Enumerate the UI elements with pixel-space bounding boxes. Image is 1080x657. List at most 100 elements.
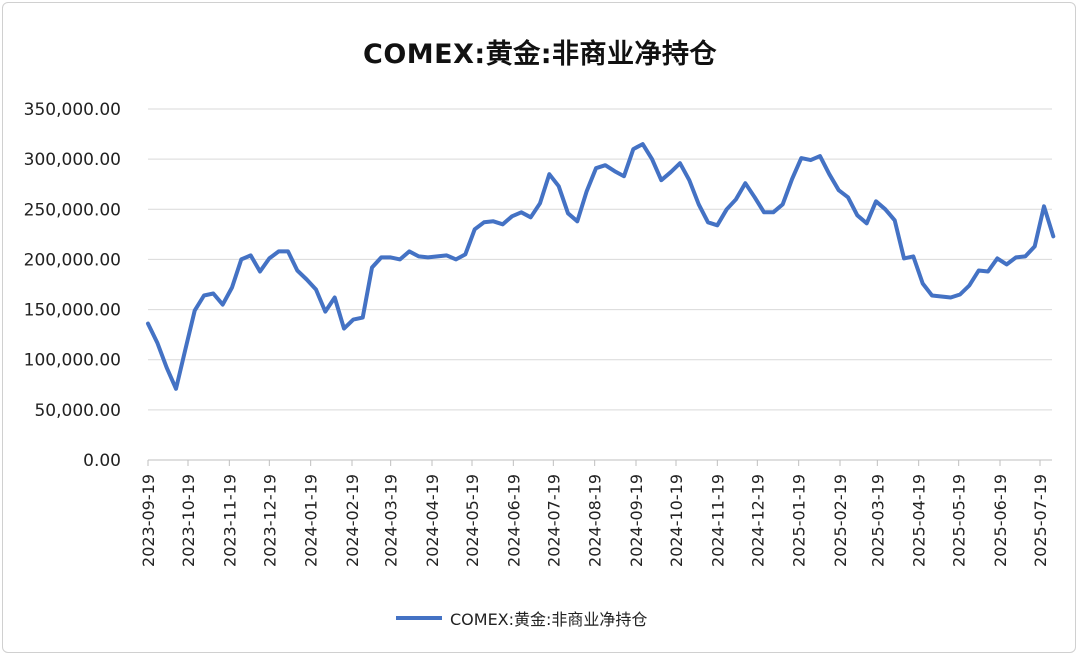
data-point <box>567 212 569 214</box>
legend: COMEX:黄金:非商业净持仓 <box>396 606 647 630</box>
x-tick-label: 2023-12-19 <box>260 474 279 567</box>
y-tick-label: 100,000.00 <box>24 351 121 371</box>
legend-swatch <box>396 616 442 620</box>
plot-area <box>146 142 1056 391</box>
data-point <box>502 223 504 225</box>
data-point <box>175 388 177 390</box>
data-point <box>315 289 317 290</box>
data-point <box>408 250 410 252</box>
data-point <box>306 279 308 280</box>
data-point <box>1006 263 1008 265</box>
data-point <box>595 167 597 169</box>
data-point <box>1024 255 1026 257</box>
data-point <box>614 170 616 172</box>
x-tick-label: 2024-01-19 <box>302 474 321 567</box>
data-point <box>287 250 289 252</box>
data-point <box>586 190 588 192</box>
x-tick-label: 2024-08-19 <box>586 474 605 567</box>
y-tick-label: 300,000.00 <box>24 150 121 170</box>
x-tick-label: 2024-09-19 <box>627 474 646 567</box>
data-point <box>464 253 466 255</box>
data-point <box>950 297 952 298</box>
x-tick-label: 2025-03-19 <box>868 474 887 567</box>
y-axis: 350,000.00 300,000.00 250,000.00 200,000.00… <box>24 100 121 471</box>
data-point <box>623 175 625 177</box>
data-point <box>520 211 522 213</box>
data-point <box>772 211 774 213</box>
data-point <box>791 178 793 180</box>
data-point <box>530 216 532 218</box>
data-point <box>1015 256 1017 258</box>
data-point <box>324 311 326 313</box>
x-tick-label: 2025-06-19 <box>991 474 1010 567</box>
chart-title: COMEX:黄金:非商业净持仓 <box>363 39 717 70</box>
x-tick-label: 2024-11-19 <box>708 474 727 567</box>
x-tick-label: 2024-10-19 <box>667 474 686 567</box>
data-point <box>343 328 345 330</box>
x-tick-label: 2023-10-19 <box>179 474 198 567</box>
data-point <box>810 159 812 161</box>
data-point <box>800 157 802 159</box>
data-point <box>212 293 214 294</box>
data-point <box>884 208 886 210</box>
data-point <box>651 158 653 160</box>
data-point <box>352 319 354 321</box>
data-point <box>492 220 494 222</box>
data-point <box>548 173 550 175</box>
data-point <box>660 179 662 181</box>
x-tick-label: 2024-05-19 <box>463 474 482 567</box>
data-point <box>875 200 877 202</box>
data-point <box>931 295 933 296</box>
series-line <box>146 142 1056 391</box>
data-point <box>511 215 513 217</box>
data-point <box>698 203 700 205</box>
x-tick-label: 2024-02-19 <box>343 474 362 567</box>
data-point <box>436 255 438 257</box>
data-point <box>987 271 989 272</box>
x-tick-label: 2023-11-19 <box>220 474 239 567</box>
data-point <box>334 297 336 298</box>
data-point <box>847 196 849 198</box>
data-point <box>203 295 205 296</box>
x-tick-label: 2024-12-19 <box>748 474 767 567</box>
data-point <box>1034 245 1036 247</box>
data-point <box>903 257 905 259</box>
data-point <box>240 258 242 260</box>
data-point <box>632 148 634 150</box>
data-point <box>380 256 382 258</box>
y-tick-label: 200,000.00 <box>24 250 121 270</box>
data-point <box>670 171 672 173</box>
y-tick-label: 350,000.00 <box>24 100 121 120</box>
data-point <box>156 342 158 344</box>
y-tick-label: 50,000.00 <box>34 401 121 421</box>
gridlines <box>148 108 1052 461</box>
data-point <box>427 256 429 258</box>
x-tick-label: 2025-05-19 <box>950 474 969 567</box>
x-tick-label: 2024-04-19 <box>423 474 442 567</box>
data-point <box>856 214 858 216</box>
data-point <box>726 208 728 210</box>
data-point <box>968 285 970 286</box>
data-point <box>735 198 737 200</box>
x-tick-label: 2024-06-19 <box>504 474 523 567</box>
data-point <box>604 164 606 166</box>
x-tick-label: 2024-07-19 <box>544 474 563 567</box>
data-point <box>268 257 270 259</box>
data-point <box>940 296 942 297</box>
data-point <box>474 228 476 230</box>
data-point <box>147 323 149 325</box>
x-tick-label: 2025-07-19 <box>1031 474 1050 567</box>
data-point <box>259 271 261 272</box>
data-point <box>278 250 280 252</box>
data-point <box>231 287 233 288</box>
data-point <box>194 310 196 312</box>
x-tick-label: 2025-04-19 <box>910 474 929 567</box>
data-point <box>184 349 186 351</box>
data-point <box>978 270 980 271</box>
data-point <box>688 179 690 181</box>
data-point <box>399 258 401 260</box>
data-point <box>250 254 252 256</box>
data-point <box>446 254 448 256</box>
data-point <box>819 155 821 157</box>
